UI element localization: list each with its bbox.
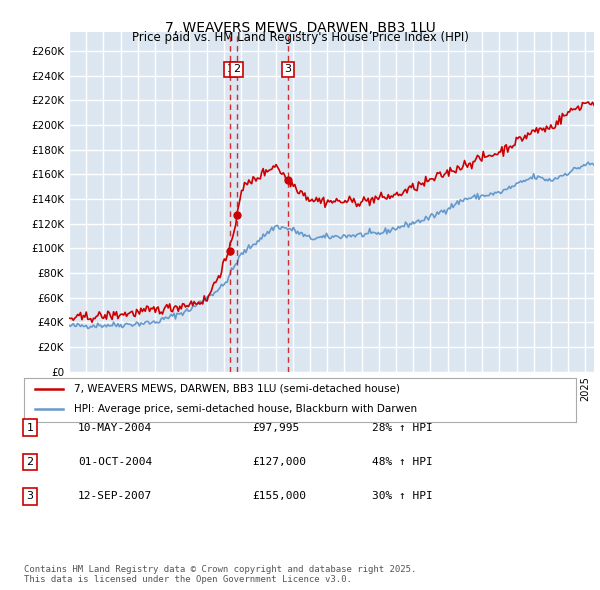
Text: 3: 3 [26, 491, 34, 501]
Text: Price paid vs. HM Land Registry's House Price Index (HPI): Price paid vs. HM Land Registry's House … [131, 31, 469, 44]
Text: £97,995: £97,995 [252, 423, 299, 432]
Text: 2: 2 [26, 457, 34, 467]
Text: 30% ↑ HPI: 30% ↑ HPI [372, 491, 433, 501]
Text: 48% ↑ HPI: 48% ↑ HPI [372, 457, 433, 467]
Text: 12-SEP-2007: 12-SEP-2007 [78, 491, 152, 501]
Text: £155,000: £155,000 [252, 491, 306, 501]
Text: 7, WEAVERS MEWS, DARWEN, BB3 1LU: 7, WEAVERS MEWS, DARWEN, BB3 1LU [164, 21, 436, 35]
Text: HPI: Average price, semi-detached house, Blackburn with Darwen: HPI: Average price, semi-detached house,… [74, 405, 417, 414]
Text: 28% ↑ HPI: 28% ↑ HPI [372, 423, 433, 432]
Text: 1: 1 [227, 64, 233, 74]
Text: 2: 2 [233, 64, 241, 74]
Text: 1: 1 [26, 423, 34, 432]
Text: £127,000: £127,000 [252, 457, 306, 467]
Text: 7, WEAVERS MEWS, DARWEN, BB3 1LU (semi-detached house): 7, WEAVERS MEWS, DARWEN, BB3 1LU (semi-d… [74, 384, 400, 394]
Text: 01-OCT-2004: 01-OCT-2004 [78, 457, 152, 467]
Text: 10-MAY-2004: 10-MAY-2004 [78, 423, 152, 432]
Text: 3: 3 [284, 64, 291, 74]
Text: Contains HM Land Registry data © Crown copyright and database right 2025.
This d: Contains HM Land Registry data © Crown c… [24, 565, 416, 584]
